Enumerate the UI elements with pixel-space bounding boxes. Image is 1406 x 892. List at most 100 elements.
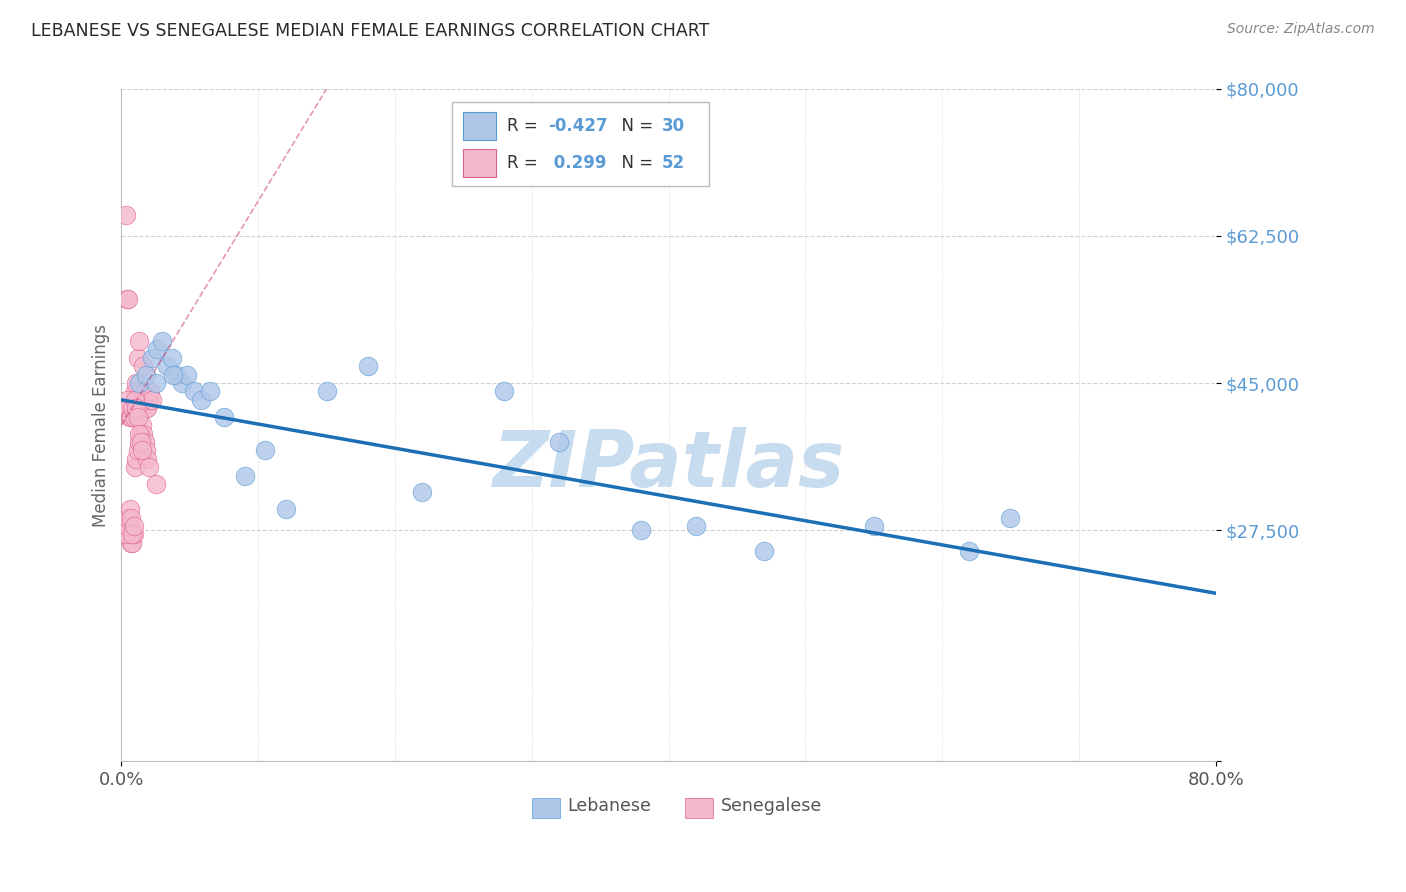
Text: LEBANESE VS SENEGALESE MEDIAN FEMALE EARNINGS CORRELATION CHART: LEBANESE VS SENEGALESE MEDIAN FEMALE EAR… <box>31 22 709 40</box>
Text: 52: 52 <box>662 153 685 172</box>
Text: 30: 30 <box>662 117 685 135</box>
Bar <box>531 797 560 818</box>
Point <box>128 434 150 449</box>
FancyBboxPatch shape <box>451 103 709 186</box>
Point <box>134 384 156 399</box>
Point <box>132 359 155 374</box>
Point <box>959 544 981 558</box>
Point <box>212 409 235 424</box>
Point <box>274 502 297 516</box>
Point <box>114 401 136 416</box>
Point <box>121 401 143 416</box>
Point <box>125 401 148 416</box>
Point <box>128 376 150 390</box>
Point <box>254 443 277 458</box>
Point <box>132 426 155 441</box>
Point <box>548 434 571 449</box>
Point <box>115 392 138 407</box>
Point <box>135 401 157 416</box>
Point <box>1000 510 1022 524</box>
Point <box>117 510 139 524</box>
Point <box>685 519 707 533</box>
Y-axis label: Median Female Earnings: Median Female Earnings <box>93 324 110 526</box>
Point <box>127 409 149 424</box>
Point <box>200 384 222 399</box>
Point <box>138 460 160 475</box>
Point <box>114 527 136 541</box>
Bar <box>685 797 713 818</box>
Point <box>356 359 378 374</box>
Point <box>129 426 152 441</box>
Point <box>124 392 146 407</box>
Point <box>127 351 149 365</box>
Text: 0.299: 0.299 <box>548 153 606 172</box>
Point <box>141 392 163 407</box>
Point <box>120 536 142 550</box>
Point <box>138 392 160 407</box>
Point <box>115 292 138 306</box>
Point <box>183 384 205 399</box>
Point <box>139 384 162 399</box>
Point <box>131 443 153 458</box>
Point <box>128 334 150 348</box>
Point <box>630 523 652 537</box>
Point <box>146 343 169 357</box>
Point <box>125 451 148 466</box>
Point <box>122 409 145 424</box>
Point <box>862 519 884 533</box>
Point <box>165 368 187 382</box>
Point <box>127 443 149 458</box>
Point <box>141 351 163 365</box>
Point <box>115 519 138 533</box>
Bar <box>463 112 496 140</box>
Point <box>117 292 139 306</box>
Point <box>131 418 153 433</box>
Point <box>120 409 142 424</box>
Text: Lebanese: Lebanese <box>567 797 651 815</box>
Point <box>315 384 337 399</box>
Point <box>118 519 141 533</box>
Point <box>135 368 157 382</box>
Point <box>160 351 183 365</box>
Point <box>135 443 157 458</box>
Text: N =: N = <box>610 153 658 172</box>
Point <box>122 527 145 541</box>
Point <box>754 544 776 558</box>
Point <box>190 392 212 407</box>
Point <box>136 451 159 466</box>
Point <box>233 468 256 483</box>
Point <box>122 519 145 533</box>
Point <box>170 376 193 390</box>
Point <box>129 401 152 416</box>
Point <box>121 527 143 541</box>
Text: Senegalese: Senegalese <box>721 797 823 815</box>
Point <box>125 376 148 390</box>
Text: ZIPatlas: ZIPatlas <box>492 427 845 503</box>
Point <box>145 376 167 390</box>
Point <box>152 334 174 348</box>
Text: -0.427: -0.427 <box>548 117 607 135</box>
Point <box>118 502 141 516</box>
Point <box>120 510 142 524</box>
Point <box>129 434 152 449</box>
Point <box>124 460 146 475</box>
Point <box>494 384 516 399</box>
Point <box>136 401 159 416</box>
Point <box>131 392 153 407</box>
Point <box>128 426 150 441</box>
Point <box>176 368 198 382</box>
Point <box>121 536 143 550</box>
Point <box>155 359 177 374</box>
Text: R =: R = <box>506 117 543 135</box>
Point <box>118 409 141 424</box>
Bar <box>463 149 496 177</box>
Text: Source: ZipAtlas.com: Source: ZipAtlas.com <box>1227 22 1375 37</box>
Text: R =: R = <box>506 153 543 172</box>
Point <box>134 434 156 449</box>
Point <box>162 368 184 382</box>
Text: N =: N = <box>610 117 658 135</box>
Point <box>411 485 433 500</box>
Point <box>114 208 136 222</box>
Point <box>145 477 167 491</box>
Point <box>124 384 146 399</box>
